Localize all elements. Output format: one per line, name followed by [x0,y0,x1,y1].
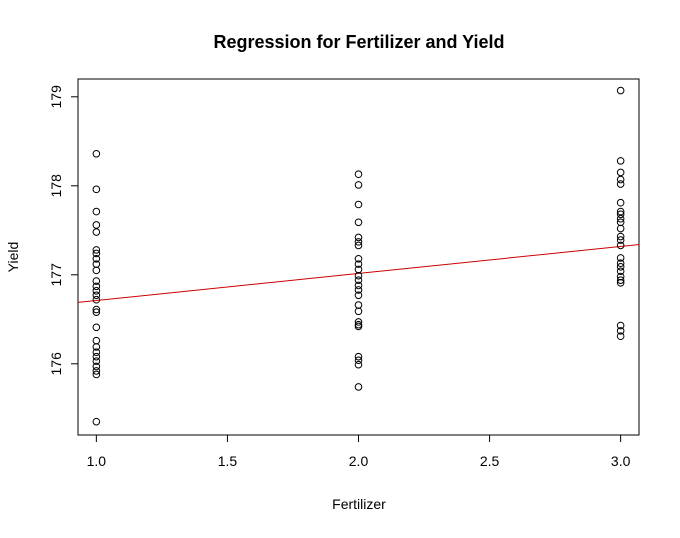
data-point [616,254,625,262]
x-axis-label: Fertilizer [332,496,386,512]
points-layer [92,86,625,426]
data-point [92,370,101,379]
data-point [354,318,363,326]
chart-title: Regression for Fertilizer and Yield [213,32,504,52]
data-point [92,207,101,216]
data-point [354,260,363,268]
data-point [354,383,363,391]
x-tick-label: 3.0 [611,453,631,469]
data-point [354,200,363,209]
data-point [92,254,101,263]
data-point [616,241,625,250]
data-point [354,360,363,369]
data-point [92,266,101,275]
y-axis-label: Yield [5,242,21,273]
data-point [616,180,625,188]
data-point [354,233,363,242]
data-point [92,287,101,295]
data-point [92,221,101,229]
y-tick-label: 176 [48,352,64,376]
data-point [616,279,625,287]
y-axis: 176 177 178 179 [48,85,79,376]
data-point [354,254,363,263]
data-point [92,291,101,300]
plot-frame [77,78,640,436]
data-point [616,157,625,165]
data-point [354,307,363,316]
data-point [616,259,625,268]
data-point [616,332,625,341]
data-point [354,181,363,189]
data-point [92,295,101,304]
data-point [616,210,625,219]
data-point [92,336,101,345]
data-point [354,271,363,280]
data-point [354,238,363,246]
data-point [616,207,625,216]
data-point [616,327,625,335]
data-point [354,218,363,227]
data-point [354,352,363,361]
data-point [92,367,101,375]
regression-line [78,244,639,303]
data-point [354,281,363,290]
data-point [92,417,101,426]
plot-area [78,86,639,426]
data-point [92,357,101,365]
data-point [354,322,363,331]
data-point [616,198,625,207]
data-point [616,267,625,276]
data-point [92,323,101,332]
x-axis: 1.0 1.5 2.0 2.5 3.0 [87,434,631,469]
data-point [354,286,363,294]
x-tick-label: 1.0 [87,453,107,469]
data-point [354,291,363,300]
data-point [616,232,625,241]
x-tick-label: 2.5 [480,453,500,469]
data-point [92,343,101,351]
data-point [92,249,101,258]
y-tick-label: 179 [48,85,64,109]
data-point [92,246,101,254]
data-point [616,175,625,184]
data-point [354,301,363,309]
data-point [92,149,101,158]
data-point [616,168,625,177]
x-tick-label: 1.5 [218,453,238,469]
data-point [616,276,625,284]
y-tick-label: 178 [48,174,64,198]
data-point [616,86,625,95]
data-point [92,308,101,316]
y-tick-label: 177 [48,263,64,287]
data-point [616,321,625,330]
data-point [92,305,101,314]
regression-layer [78,244,639,303]
data-point [92,352,101,361]
data-point [92,348,101,357]
data-point [354,356,363,365]
data-point [616,236,625,244]
data-point [92,282,101,291]
data-point [616,214,625,223]
data-point [354,241,363,250]
data-point [92,277,101,285]
data-point [354,170,363,179]
data-point [92,362,101,371]
data-point [92,185,101,194]
data-point [616,224,625,233]
data-point [616,262,625,271]
data-point [92,228,101,236]
data-point [354,276,363,284]
x-tick-label: 2.0 [349,453,369,469]
